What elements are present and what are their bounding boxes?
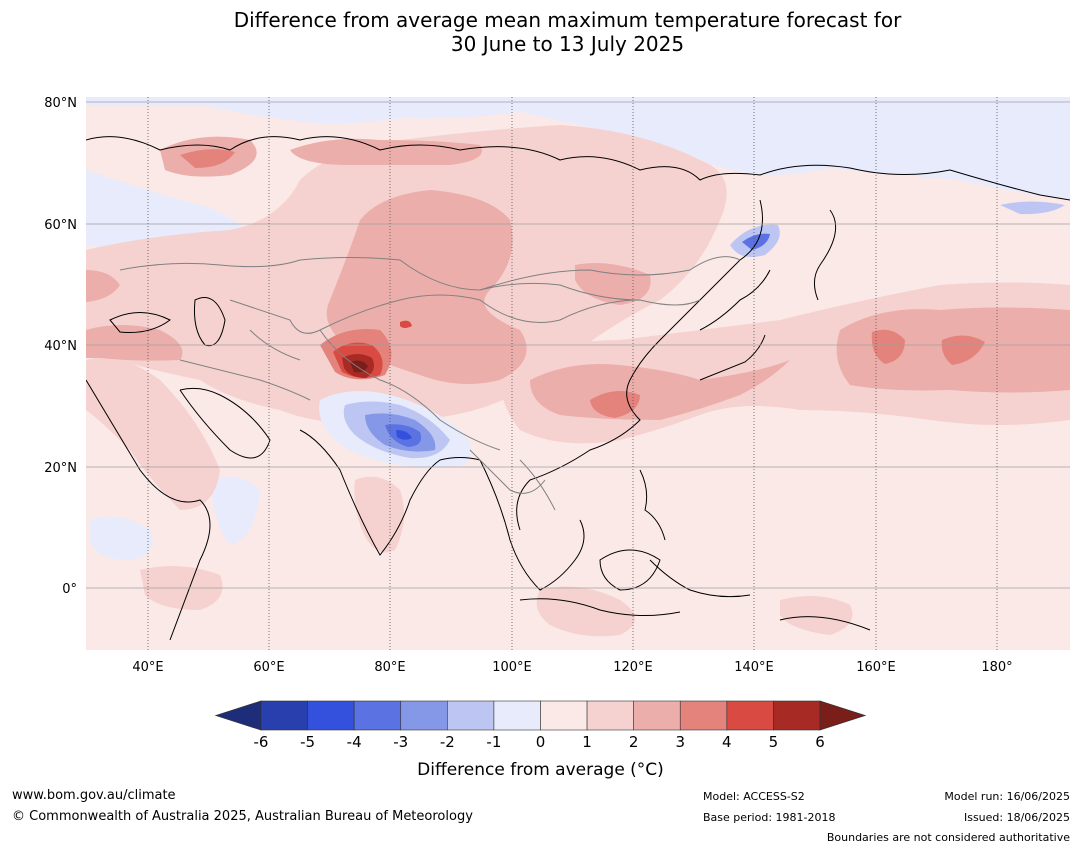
title-line-2: 30 June to 13 July 2025 xyxy=(450,32,685,56)
colorbar-tick-label: 5 xyxy=(768,733,779,751)
colorbar-box xyxy=(400,700,448,731)
footer-copyright: © Commonwealth of Australia 2025, Austra… xyxy=(12,809,473,824)
graticule xyxy=(86,97,1070,650)
east-africa-cool-patch xyxy=(210,476,260,545)
siberia-very-hot-patch xyxy=(180,149,235,168)
colorbar-box xyxy=(353,700,402,731)
colorbar-box xyxy=(447,700,495,731)
himalaya-hottest-core xyxy=(350,360,368,373)
europe-hot-patch xyxy=(86,270,120,302)
coastlines xyxy=(86,136,1070,641)
lon-label-140e: 140°E xyxy=(734,660,774,675)
footer-issued: Issued: 18/06/2025 xyxy=(963,811,1070,824)
mongolia-hot-patch xyxy=(575,262,651,305)
colorbar-tick-label: -2 xyxy=(439,733,455,751)
arctic-cool-band xyxy=(86,97,1070,200)
colorbar-box xyxy=(633,700,681,731)
lat-label-80n: 80°N xyxy=(44,96,77,111)
footer-base-period: Base period: 1981-2018 xyxy=(703,811,836,824)
colorbar-tick-label: -1 xyxy=(486,733,502,751)
colorbar-tick-label: 2 xyxy=(628,733,639,751)
colorbar-tick-label: 1 xyxy=(582,733,592,751)
lat-label-40n: 40°N xyxy=(44,339,77,354)
colorbar-tick-label: 6 xyxy=(815,733,825,751)
pacific-very-hot-patch-2 xyxy=(941,335,985,365)
country-borders xyxy=(119,256,741,511)
footer-model-run: Model run: 16/06/2025 xyxy=(944,790,1070,803)
mongolia-border xyxy=(479,282,641,301)
borneo-outline xyxy=(599,549,661,591)
colorbar-extend-low xyxy=(214,700,262,731)
temperature-anomaly-map: 80°N 60°N 40°N 20°N 0° 40°E 60°E 80°E 10… xyxy=(44,96,1070,675)
bering-cool-patch xyxy=(1000,201,1065,215)
lon-label-40e: 40°E xyxy=(132,660,163,675)
colorbar-box xyxy=(540,700,588,731)
footer-model: Model: ACCESS-S2 xyxy=(703,790,805,803)
tibet-small-hot-spot xyxy=(400,320,412,328)
southeast-asia-coastline xyxy=(479,459,585,591)
footer-url[interactable]: www.bom.gov.au/climate xyxy=(12,788,176,803)
africa-cool-patch xyxy=(90,516,153,560)
india-coastline xyxy=(299,429,481,556)
west-siberia-cool-patch xyxy=(86,170,250,250)
footer-disclaimer: Boundaries are not considered authoritat… xyxy=(826,831,1070,844)
colorbar-title: Difference from average (°C) xyxy=(417,760,664,780)
colorbar-tick-label: -5 xyxy=(300,733,316,751)
map-fill-layer xyxy=(86,97,1070,650)
colorbar-tick-label: -4 xyxy=(346,733,362,751)
africa-coastline xyxy=(86,379,211,641)
colorbar-tick-label: 3 xyxy=(675,733,686,751)
tropics-warm-patch-2 xyxy=(780,596,853,635)
arabia-coastline xyxy=(179,387,271,459)
colorbar-box xyxy=(726,700,774,731)
lon-label-80e: 80°E xyxy=(374,660,405,675)
india-coldest-core xyxy=(396,430,412,440)
caspian-outline xyxy=(194,297,226,347)
lat-label-20n: 20°N xyxy=(44,461,77,476)
tropics-warm-patch xyxy=(536,586,635,637)
lon-label-60e: 60°E xyxy=(253,660,284,675)
pacific-very-hot-patch xyxy=(871,329,905,364)
arctic-coastline xyxy=(86,136,1070,201)
title-line-1: Difference from average mean maximum tem… xyxy=(233,8,902,32)
colorbar-box xyxy=(773,700,821,731)
philippines-outline xyxy=(639,469,666,541)
colorbar-box xyxy=(679,700,728,731)
central-asia-borders xyxy=(179,299,321,401)
colorbar-tick-label: -6 xyxy=(253,733,269,751)
turkey-hot-region xyxy=(86,325,183,361)
lon-label-100e: 100°E xyxy=(492,660,532,675)
colorbar-tick-label: 4 xyxy=(722,733,732,751)
lon-label-160e: 160°E xyxy=(856,660,896,675)
lat-label-60n: 60°N xyxy=(44,218,77,233)
indonesia-outline xyxy=(519,559,871,631)
map-title: Difference from average mean maximum tem… xyxy=(0,8,1081,56)
japan-outline xyxy=(699,269,771,381)
southeast-asia-borders xyxy=(469,449,556,511)
colorbar-tick-label: 0 xyxy=(535,733,546,751)
lat-label-0: 0° xyxy=(62,582,77,597)
colorbar-box xyxy=(260,700,308,731)
east-asia-coastline xyxy=(516,199,763,531)
china-border xyxy=(319,294,701,451)
colorbar-box xyxy=(493,700,541,731)
colorbar-box xyxy=(307,700,355,731)
black-sea-outline xyxy=(109,312,171,333)
russia-south-border xyxy=(119,256,741,291)
lon-label-180: 180° xyxy=(981,660,1012,675)
west-asia-warm-region xyxy=(86,357,220,510)
colorbar-boxes xyxy=(214,700,867,731)
colorbar-extend-high xyxy=(819,700,867,731)
colorbar-tick-label: -3 xyxy=(393,733,409,751)
colorbar-box xyxy=(586,700,634,731)
lon-label-120e: 120°E xyxy=(613,660,653,675)
kamchatka-outline xyxy=(814,209,837,301)
okhotsk-cool-core xyxy=(742,233,770,250)
india-warm-patch xyxy=(354,476,404,553)
